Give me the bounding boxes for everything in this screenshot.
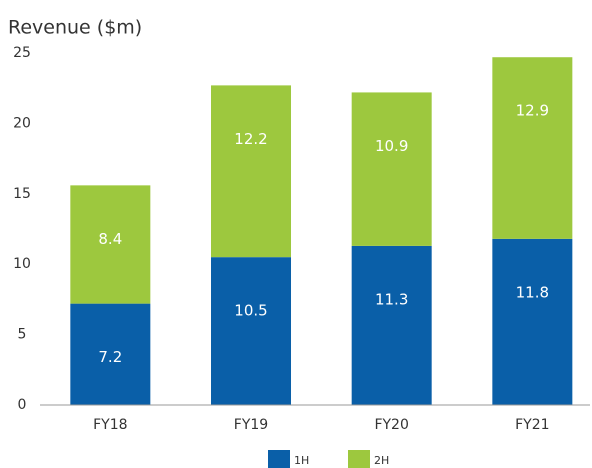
- value-label: 8.4: [98, 230, 122, 248]
- bar-segment: [70, 303, 151, 405]
- chart-title: Revenue ($m): [8, 17, 142, 39]
- y-tick-label: 5: [18, 327, 27, 343]
- y-tick-label: 10: [13, 256, 31, 272]
- legend-label: 1H: [294, 454, 309, 467]
- bar-segment: [351, 245, 432, 405]
- x-tick-label: FY19: [234, 417, 268, 433]
- bar-segment: [492, 57, 573, 239]
- value-label: 10.9: [375, 137, 408, 155]
- y-tick-label: 25: [13, 45, 31, 61]
- value-label: 10.5: [234, 302, 267, 320]
- value-label: 11.8: [516, 283, 549, 301]
- value-label: 11.3: [375, 290, 408, 308]
- y-tick-label: 0: [18, 397, 27, 413]
- y-tick-label: 20: [13, 115, 31, 131]
- bar-segment: [492, 238, 573, 405]
- y-tick-label: 15: [13, 186, 31, 202]
- legend-label: 2H: [374, 454, 389, 467]
- bar-segment: [211, 257, 292, 405]
- bar-segment: [70, 185, 151, 304]
- x-tick-label: FY20: [374, 417, 408, 433]
- bar-segment: [351, 92, 432, 246]
- value-label: 12.2: [234, 130, 267, 148]
- bar-segment: [211, 85, 292, 258]
- value-label: 12.9: [516, 102, 549, 120]
- legend-swatch: [268, 450, 290, 468]
- x-tick-label: FY18: [93, 417, 127, 433]
- legend-swatch: [348, 450, 370, 468]
- value-label: 7.2: [98, 348, 122, 366]
- x-tick-label: FY21: [515, 417, 549, 433]
